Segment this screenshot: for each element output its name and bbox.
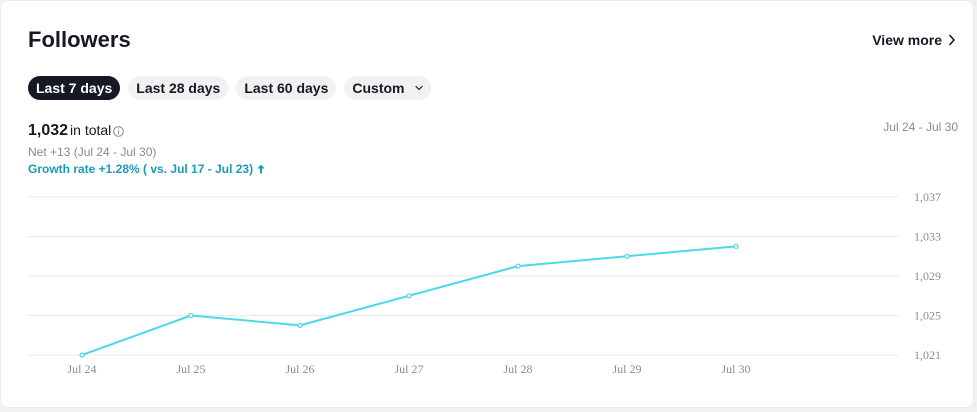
y-tick-label: 1,037 — [914, 190, 941, 204]
data-point[interactable] — [188, 312, 194, 319]
growth-rate-text: Growth rate +1.28% ( vs. Jul 17 - Jul 23… — [28, 162, 254, 176]
x-tick-label: Jul 26 — [285, 362, 314, 376]
x-tick-label: Jul 30 — [721, 362, 750, 376]
x-tick-label: Jul 25 — [176, 362, 205, 376]
data-point[interactable] — [297, 322, 303, 328]
x-tick-label: Jul 27 — [394, 362, 423, 376]
x-tick-label: Jul 24 — [67, 362, 96, 376]
y-tick-label: 1,025 — [914, 309, 941, 323]
info-circle-icon[interactable] — [113, 125, 125, 137]
data-point[interactable] — [515, 263, 521, 269]
tab-last-28-days[interactable]: Last 28 days — [128, 76, 229, 100]
tab-label: Last 7 days — [36, 80, 113, 96]
x-tick-label: Jul 28 — [503, 362, 532, 376]
y-tick-label: 1,029 — [914, 269, 941, 283]
chevron-down-icon — [414, 85, 423, 91]
tab-last-7-days[interactable]: Last 7 days — [28, 76, 121, 100]
total-label: in total — [70, 122, 112, 138]
y-tick-label: 1,021 — [914, 348, 941, 362]
data-point[interactable] — [79, 352, 85, 358]
tab-label: Last 28 days — [136, 80, 221, 96]
total-value: 1,032 — [28, 122, 69, 139]
tab-custom[interactable]: Custom — [344, 76, 431, 100]
data-point[interactable] — [624, 253, 630, 259]
followers-line-chart: 1,037 1,033 1,029 1,025 1,021 Jul 24 Jul 25 Ju… — [28, 190, 941, 376]
view-more-label: View more — [872, 32, 942, 48]
date-range-tabs: Last 7 days Last 28 days Last 60 days Cu… — [28, 76, 431, 100]
arrow-up-icon — [257, 164, 265, 174]
tab-last-60-days[interactable]: Last 60 days — [236, 76, 337, 100]
card-title: Followers — [28, 27, 131, 52]
tab-label: Custom — [352, 80, 405, 96]
total-followers: 1,032 in total — [28, 122, 125, 140]
chevron-right-icon — [949, 34, 955, 46]
tab-label: Last 60 days — [244, 80, 329, 96]
y-tick-label: 1,033 — [914, 230, 941, 244]
net-change: Net +13 (Jul 24 - Jul 30) — [28, 145, 157, 159]
followers-series-line — [81, 245, 737, 356]
view-more-link[interactable]: View more — [872, 30, 956, 50]
data-point[interactable] — [733, 243, 739, 249]
growth-rate: Growth rate +1.28% ( vs. Jul 17 - Jul 23… — [28, 161, 265, 177]
data-point[interactable] — [406, 293, 412, 299]
date-range-label: Jul 24 - Jul 30 — [883, 120, 958, 134]
x-tick-label: Jul 29 — [612, 362, 641, 376]
